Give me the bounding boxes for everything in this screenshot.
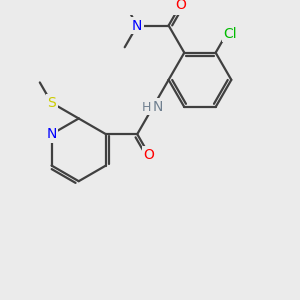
Text: N: N — [46, 127, 57, 141]
Text: H: H — [142, 100, 151, 113]
Text: O: O — [175, 0, 186, 12]
Text: N: N — [152, 100, 163, 114]
Text: N: N — [132, 19, 142, 32]
Text: Cl: Cl — [224, 27, 237, 41]
Text: O: O — [144, 148, 154, 161]
Text: S: S — [47, 96, 56, 110]
